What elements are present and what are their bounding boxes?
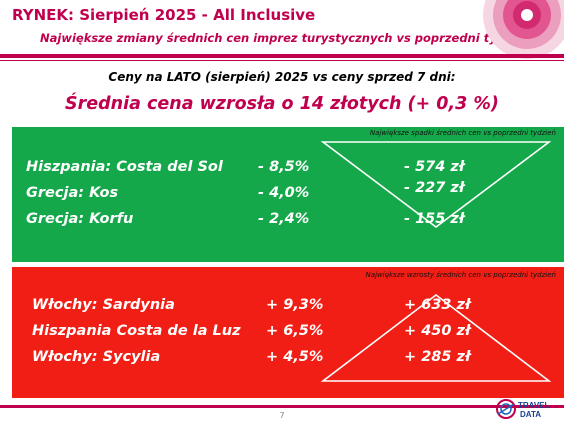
- svg-text:DATA: DATA: [520, 410, 541, 419]
- price-change: - 227 zł: [404, 180, 465, 196]
- percent-change: - 4,0%: [258, 185, 310, 201]
- destination-name: Włochy: Sycylia: [32, 349, 161, 365]
- travel-data-logo: TRAVEL DATA: [496, 399, 550, 419]
- decreases-panel: Największe spadki średnich cen vs poprze…: [12, 127, 564, 262]
- svg-text:TRAVEL: TRAVEL: [518, 401, 550, 410]
- target-circles-icon: [483, 0, 564, 59]
- destination-name: Hiszpania: Costa del Sol: [26, 159, 223, 175]
- percent-change: + 4,5%: [266, 349, 324, 365]
- table-row: Włochy: Sardynia + 9,3% + 633 zł: [12, 297, 564, 319]
- destination-name: Hiszpania Costa de la Luz: [32, 323, 241, 339]
- page-number: 7: [279, 411, 285, 420]
- percent-change: + 9,3%: [266, 297, 324, 313]
- table-row: Włochy: Sycylia + 4,5% + 285 zł: [12, 349, 564, 371]
- percent-change: - 2,4%: [258, 211, 310, 227]
- table-row: Hiszpania: Costa del Sol - 8,5% - 574 zł: [12, 159, 564, 181]
- comparison-caption: Ceny na LATO (sierpień) 2025 vs ceny spr…: [108, 70, 456, 84]
- slide-header: RYNEK: Sierpień 2025 - All Inclusive Naj…: [0, 0, 564, 60]
- destination-name: Grecja: Kos: [26, 185, 119, 201]
- destination-name: Grecja: Korfu: [26, 211, 134, 227]
- slide-subtitle: Największe zmiany średnich cen imprez tu…: [40, 31, 532, 45]
- price-change: + 450 zł: [404, 323, 471, 339]
- price-change: + 285 zł: [404, 349, 471, 365]
- slide-title: RYNEK: Sierpień 2025 - All Inclusive: [12, 6, 316, 24]
- increases-note: Największe wzrosty średnich cen vs poprz…: [365, 271, 556, 279]
- price-change: - 155 zł: [404, 211, 465, 227]
- up-triangle-icon: [320, 293, 552, 382]
- header-line-thin: [0, 60, 564, 61]
- percent-change: + 6,5%: [266, 323, 324, 339]
- price-change: - 574 zł: [404, 159, 465, 175]
- average-change-headline: Średnia cena wzrosła o 14 złotych (+ 0,3…: [65, 94, 499, 114]
- table-row: Hiszpania Costa de la Luz + 6,5% + 450 z…: [12, 323, 564, 345]
- increases-panel: Największe wzrosty średnich cen vs poprz…: [12, 267, 564, 398]
- percent-change: - 8,5%: [258, 159, 310, 175]
- header-line-thick: [0, 54, 564, 58]
- price-change: + 633 zł: [404, 297, 471, 313]
- destination-name: Włochy: Sardynia: [32, 297, 175, 313]
- table-row: Grecja: Korfu - 2,4% - 155 zł: [12, 211, 564, 233]
- down-triangle-icon: [320, 141, 552, 229]
- decreases-note: Największe spadki średnich cen vs poprze…: [369, 129, 556, 137]
- table-row: Grecja: Kos - 4,0% - 227 zł: [12, 180, 564, 207]
- footer-line: [0, 405, 564, 408]
